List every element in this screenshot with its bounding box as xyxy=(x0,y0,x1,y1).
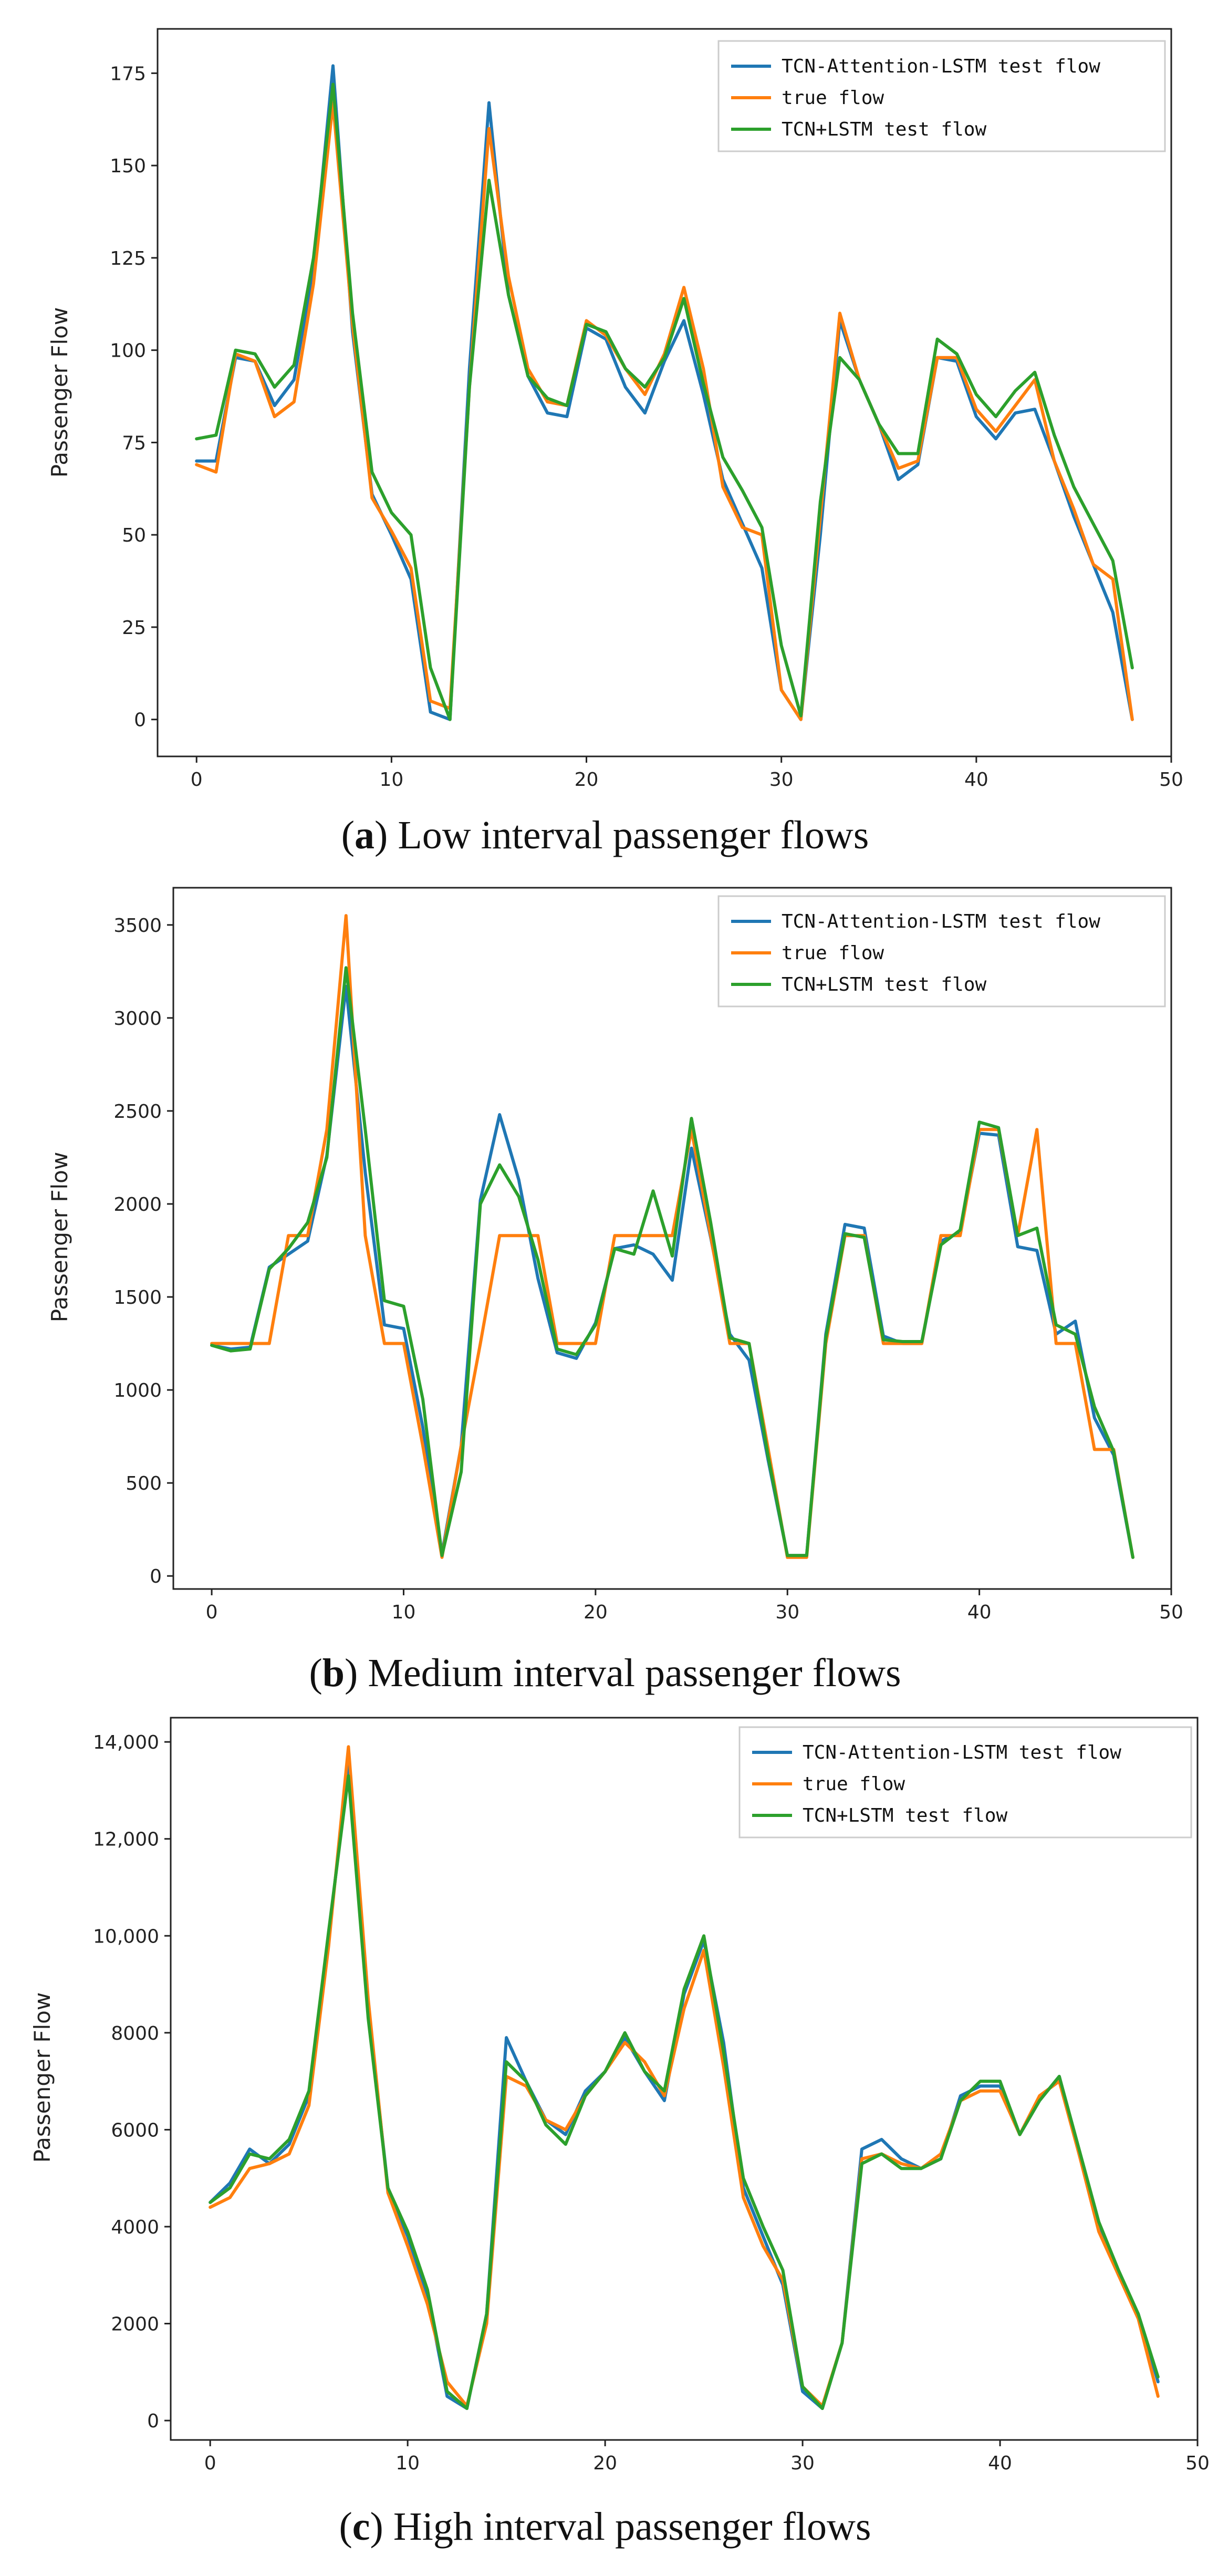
panel-medium: Passenger Flow 0 10 20 30 40 5005001000150020… xyxy=(47,887,1183,1695)
x-tick-label: 30 xyxy=(775,1602,799,1623)
caption-title: Low interval passenger flows xyxy=(398,813,869,857)
y-tick-label: 2000 xyxy=(113,1194,162,1216)
y-tick-label: 6000 xyxy=(111,2120,159,2141)
series-lines xyxy=(210,914,1134,1559)
y-tick-label: 150 xyxy=(110,155,146,177)
y-tick-label: 0 xyxy=(147,2411,159,2432)
legend-label-tcn-attention-lstm: TCN-Attention-LSTM test flow xyxy=(803,1742,1121,1763)
legend-label-true-flow: true flow xyxy=(803,1773,905,1795)
y-tick-label: 0 xyxy=(134,710,146,731)
y-tick-label: 4000 xyxy=(111,2217,159,2238)
x-tick-label: 20 xyxy=(575,769,599,791)
x-tick-label: 10 xyxy=(395,2453,420,2474)
legend: TCN-Attention-LSTM test flow true flow T… xyxy=(738,1726,1192,1838)
y-tick-label: 2000 xyxy=(111,2314,159,2335)
series-tcn-attention-lstm xyxy=(210,984,1134,1559)
y-tick-label: 0 xyxy=(150,1566,162,1587)
x-tick-label: 10 xyxy=(379,769,403,791)
x-tick-label: 50 xyxy=(1159,1602,1183,1623)
legend-frame xyxy=(717,895,1166,1007)
legend-frame xyxy=(738,1726,1192,1838)
caption-title: Medium interval passenger flows xyxy=(368,1651,901,1695)
y-tick-label: 1000 xyxy=(113,1380,162,1401)
x-tick-label: 50 xyxy=(1159,769,1183,791)
y-tick-label: 2500 xyxy=(113,1101,162,1123)
legend-label-tcn-attention-lstm: TCN-Attention-LSTM test flow xyxy=(782,56,1100,77)
caption: (b) Medium interval passenger flows xyxy=(309,1651,901,1695)
x-tick-label: 20 xyxy=(584,1602,608,1623)
x-tick-label: 0 xyxy=(204,2453,216,2474)
y-tick-label: 125 xyxy=(110,248,146,269)
x-tick-label: 40 xyxy=(967,1602,992,1623)
panel-high: Passenger Flow 0 10 20 30 40 50 0 2000 4000 6000 8… xyxy=(29,1717,1210,2549)
axis-ticks: 0 10 20 30 40 50 0 25 50 75 100 125 150 175 xyxy=(110,63,1183,791)
plot-frame xyxy=(157,28,1172,757)
caption-letter: b xyxy=(322,1651,345,1695)
axis-ticks: 0 10 20 30 40 50 0 2000 4000 6000 8000 10,000 12,000… xyxy=(93,1732,1210,2474)
series-lines xyxy=(209,1745,1160,2410)
y-tick-label: 8000 xyxy=(111,2023,159,2044)
series-tcn-lstm xyxy=(209,1774,1160,2410)
x-tick-label: 0 xyxy=(191,769,203,791)
caption: (a) Low interval passenger flows xyxy=(341,813,869,857)
x-tick-label: 30 xyxy=(769,769,794,791)
y-tick-label: 175 xyxy=(110,63,146,85)
series-tcn-lstm xyxy=(210,966,1134,1559)
panel-low: Passenger Flow 0 10 20 30 40 50 0 25 50 75 100 125 1… xyxy=(47,28,1183,857)
x-tick-label: 50 xyxy=(1185,2453,1210,2474)
legend: TCN-Attention-LSTM test flow true flow T… xyxy=(717,895,1166,1007)
y-tick-label: 1500 xyxy=(113,1287,162,1308)
y-tick-label: 100 xyxy=(110,340,146,362)
legend-label-tcn-lstm: TCN+LSTM test flow xyxy=(782,974,986,995)
legend-label-true-flow: true flow xyxy=(782,942,884,964)
legend-label-tcn-attention-lstm: TCN-Attention-LSTM test flow xyxy=(782,911,1100,932)
legend-label-tcn-lstm: TCN+LSTM test flow xyxy=(782,119,986,140)
y-tick-label: 3000 xyxy=(113,1008,162,1030)
legend: TCN-Attention-LSTM test flow true flow T… xyxy=(717,40,1166,152)
x-tick-label: 40 xyxy=(988,2453,1012,2474)
caption-letter: c xyxy=(352,2505,370,2549)
legend-label-true-flow: true flow xyxy=(782,87,884,109)
y-axis-label: Passenger Flow xyxy=(47,307,72,477)
y-axis-label: Passenger Flow xyxy=(29,1992,55,2163)
plot-frame xyxy=(172,887,1172,1590)
x-tick-label: 20 xyxy=(593,2453,617,2474)
legend-label-tcn-lstm: TCN+LSTM test flow xyxy=(803,1805,1007,1826)
y-tick-label: 3500 xyxy=(113,915,162,937)
x-tick-label: 30 xyxy=(790,2453,815,2474)
series-tcn-lstm xyxy=(195,82,1134,721)
x-tick-label: 40 xyxy=(964,769,988,791)
x-tick-label: 10 xyxy=(392,1602,416,1623)
y-tick-label: 25 xyxy=(122,617,146,639)
legend-frame xyxy=(717,40,1166,152)
y-tick-label: 50 xyxy=(122,525,146,546)
x-tick-label: 0 xyxy=(206,1602,218,1623)
y-tick-label: 500 xyxy=(126,1473,162,1494)
y-tick-label: 10,000 xyxy=(93,1926,159,1947)
y-tick-label: 75 xyxy=(122,432,146,454)
y-tick-label: 14,000 xyxy=(93,1732,159,1753)
caption-title: High interval passenger flows xyxy=(393,2505,871,2549)
caption-letter: a xyxy=(355,813,374,857)
plot-frame xyxy=(170,1717,1199,2441)
y-tick-label: 12,000 xyxy=(93,1829,159,1851)
series-lines xyxy=(195,64,1134,721)
y-axis-label: Passenger Flow xyxy=(47,1152,72,1322)
series-true-flow xyxy=(209,1745,1160,2408)
caption: (c) High interval passenger flows xyxy=(339,2505,871,2549)
series-tcn-attention-lstm xyxy=(209,1764,1160,2410)
